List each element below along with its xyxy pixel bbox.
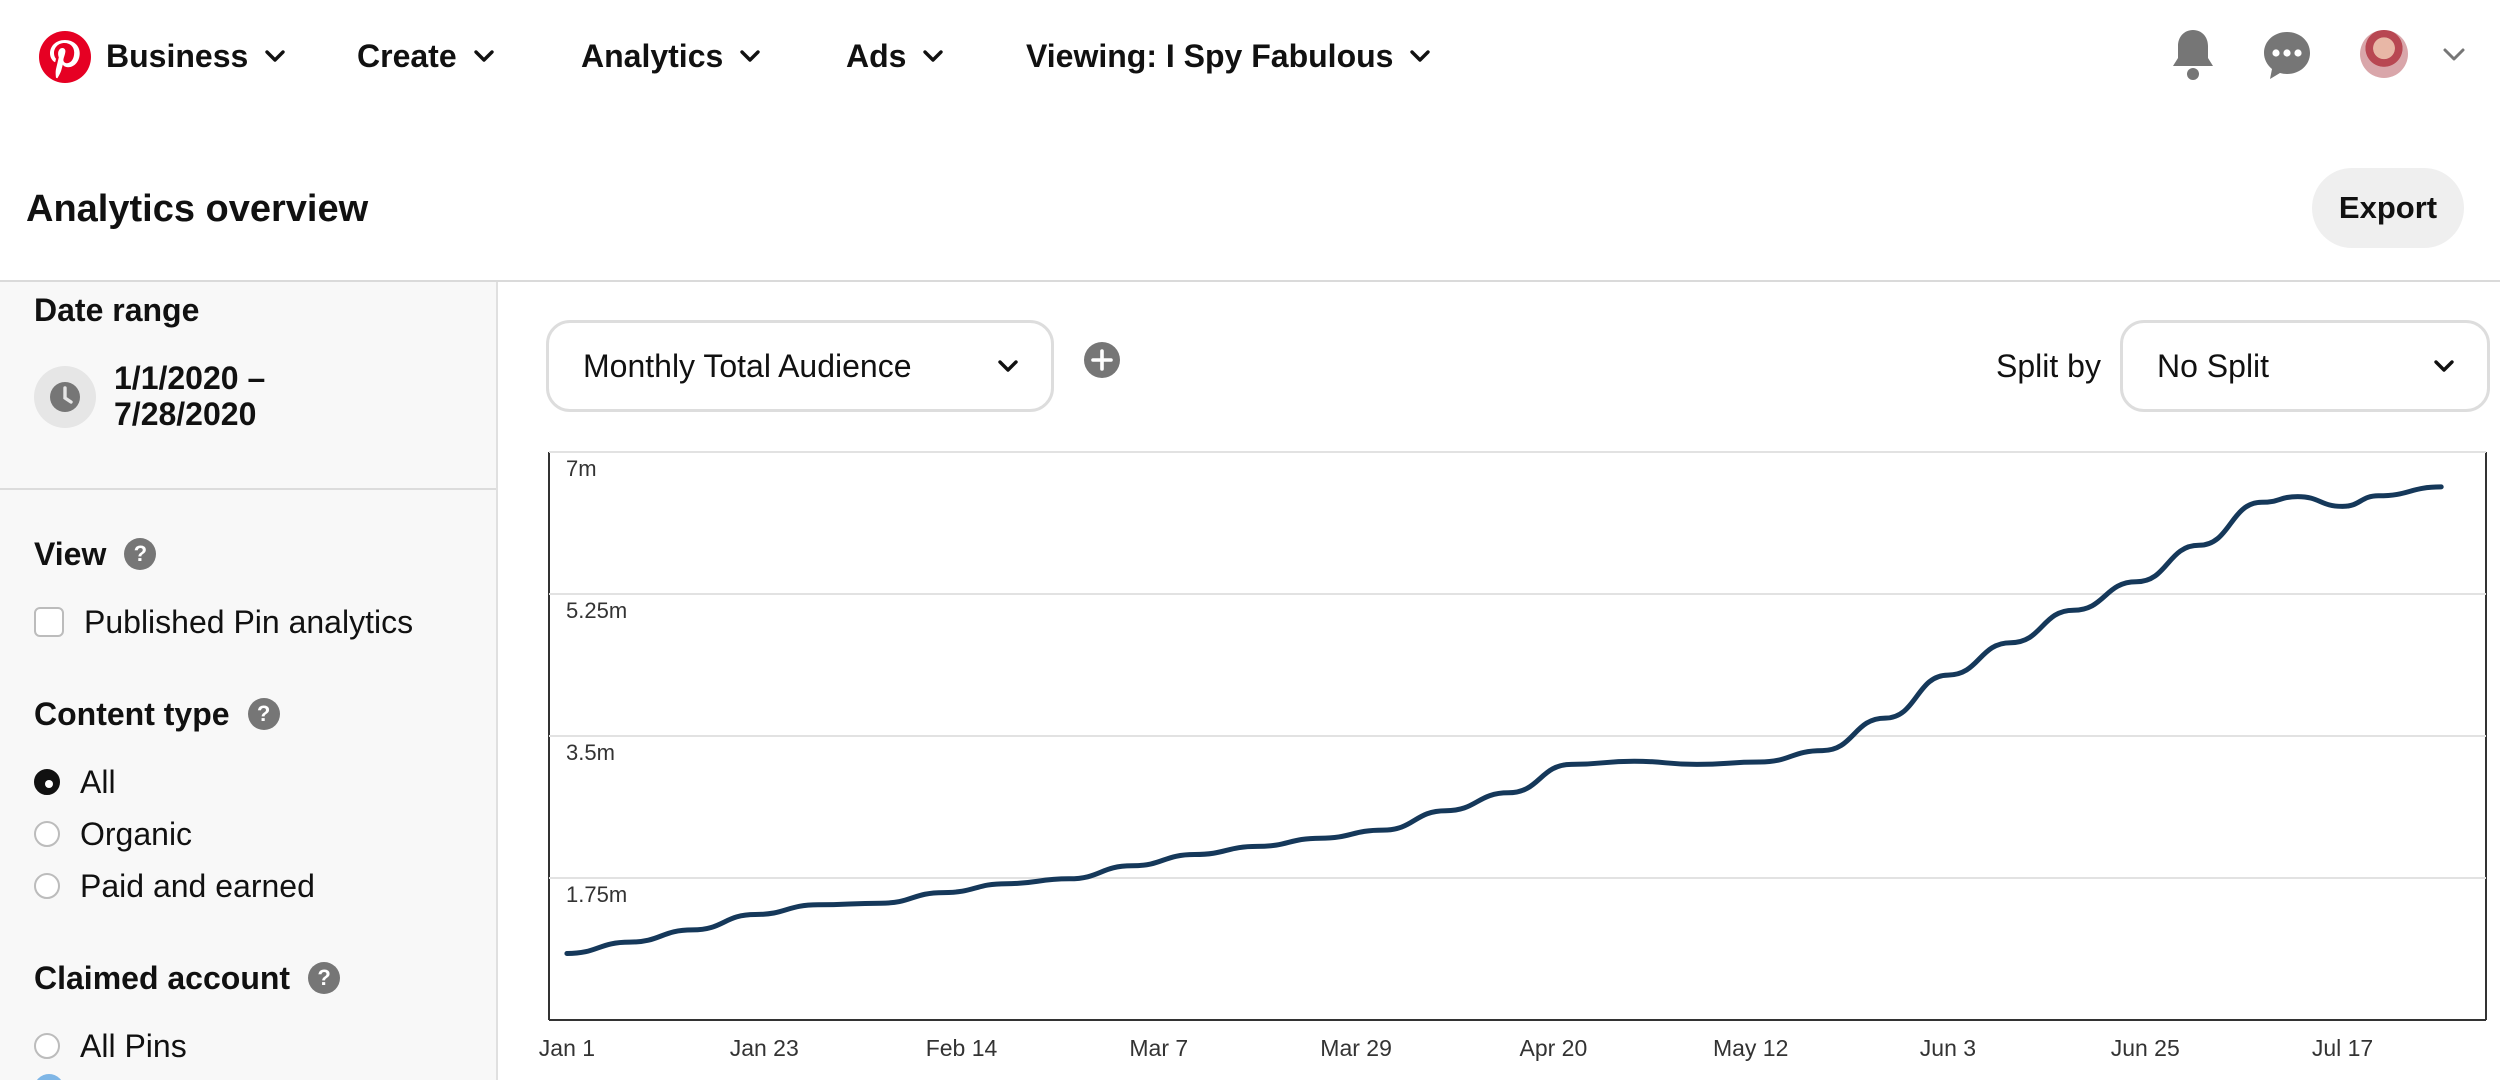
date-range-value[interactable]: 1/1/2020 – 7/28/2020 bbox=[114, 360, 265, 432]
checkbox-label: Published Pin analytics bbox=[84, 603, 414, 640]
y-tick-label: 1.75m bbox=[566, 882, 627, 907]
chevron-down-icon bbox=[473, 50, 494, 62]
nav-analytics-label: Analytics bbox=[581, 37, 724, 74]
nav-business-label: Business bbox=[106, 37, 249, 74]
published-pin-analytics-checkbox[interactable]: Published Pin analytics bbox=[34, 602, 413, 642]
chevron-down-icon bbox=[740, 50, 760, 62]
nav-ads-label: Ads bbox=[846, 37, 907, 74]
y-tick-label: 7m bbox=[566, 456, 597, 481]
plus-icon bbox=[1091, 349, 1113, 371]
add-metric-button[interactable] bbox=[1084, 342, 1120, 378]
radio-label: Paid and earned bbox=[80, 867, 315, 904]
checkbox-icon bbox=[34, 607, 64, 637]
claimed-account-all-pins-radio[interactable]: All Pins bbox=[34, 1026, 187, 1066]
nav-create-label: Create bbox=[357, 37, 457, 74]
radio-partial[interactable] bbox=[34, 1074, 64, 1080]
nav-viewing-label: Viewing: I Spy Fabulous bbox=[1026, 37, 1394, 74]
content-type-label: Content type? bbox=[34, 696, 280, 733]
x-tick-label: May 12 bbox=[1713, 1035, 1788, 1061]
metric-select-value: Monthly Total Audience bbox=[583, 347, 912, 384]
radio-icon bbox=[34, 1033, 60, 1059]
clock-icon bbox=[50, 382, 80, 412]
content-type-organic-radio[interactable]: Organic bbox=[34, 814, 192, 854]
x-tick-label: Feb 14 bbox=[926, 1035, 998, 1061]
content-type-label-text: Content type bbox=[34, 696, 230, 732]
chevron-down-icon bbox=[923, 50, 944, 62]
top-nav: Business Create Analytics Ads Viewing: I… bbox=[0, 0, 2500, 112]
date-range-end: 7/28/2020 bbox=[114, 396, 257, 432]
radio-selected-icon bbox=[34, 769, 60, 795]
nav-ads[interactable]: Ads bbox=[846, 32, 946, 80]
radio-icon bbox=[34, 873, 60, 899]
nav-viewing-account[interactable]: Viewing: I Spy Fabulous bbox=[1026, 32, 1433, 80]
date-range-button[interactable] bbox=[34, 366, 96, 428]
date-range-start: 1/1/2020 – bbox=[114, 360, 266, 396]
chevron-down-icon bbox=[265, 50, 285, 62]
nav-business[interactable]: Business bbox=[106, 32, 288, 80]
help-icon[interactable]: ? bbox=[247, 697, 280, 730]
date-range-label: Date range bbox=[34, 292, 200, 328]
radio-icon bbox=[34, 821, 60, 847]
x-tick-label: Jun 25 bbox=[2111, 1035, 2180, 1061]
sidebar-divider bbox=[0, 488, 496, 490]
radio-label: All Pins bbox=[80, 1027, 187, 1064]
view-label-text: View bbox=[34, 536, 107, 572]
chevron-down-icon bbox=[2434, 360, 2454, 372]
nav-analytics[interactable]: Analytics bbox=[581, 32, 763, 80]
x-tick-label: Jan 1 bbox=[539, 1035, 595, 1061]
bell-icon[interactable] bbox=[2170, 26, 2216, 82]
radio-label: Organic bbox=[80, 815, 193, 852]
claimed-account-label: Claimed account? bbox=[34, 960, 341, 997]
chevron-down-icon bbox=[1410, 50, 1431, 62]
x-tick-label: Jul 17 bbox=[2312, 1035, 2373, 1061]
avatar[interactable] bbox=[2360, 30, 2408, 78]
x-tick-label: Apr 20 bbox=[1519, 1035, 1587, 1061]
content-type-paid-radio[interactable]: Paid and earned bbox=[34, 866, 315, 906]
chevron-down-icon bbox=[998, 360, 1018, 372]
help-icon[interactable]: ? bbox=[308, 961, 341, 994]
split-select[interactable]: No Split bbox=[2120, 320, 2490, 412]
x-tick-label: Mar 7 bbox=[1129, 1035, 1188, 1061]
pinterest-logo-icon[interactable] bbox=[38, 30, 92, 84]
content-type-all-radio[interactable]: All bbox=[34, 762, 116, 802]
split-select-value: No Split bbox=[2157, 347, 2270, 384]
chevron-down-icon[interactable] bbox=[2440, 42, 2468, 68]
series-line bbox=[564, 484, 2444, 956]
page-title: Analytics overview bbox=[26, 188, 369, 230]
filters-sidebar: Date range 1/1/2020 – 7/28/2020 View? Pu… bbox=[0, 282, 498, 1080]
export-button[interactable]: Export bbox=[2312, 168, 2464, 248]
radio-label: All bbox=[80, 763, 116, 800]
nav-create[interactable]: Create bbox=[357, 32, 497, 80]
split-by-label: Split by bbox=[1996, 348, 2101, 384]
x-tick-label: Mar 29 bbox=[1320, 1035, 1392, 1061]
y-tick-label: 3.5m bbox=[566, 740, 615, 765]
claimed-account-label-text: Claimed account bbox=[34, 960, 291, 996]
page-header: Analytics overview Export bbox=[0, 112, 2500, 282]
chat-icon[interactable] bbox=[2262, 30, 2312, 80]
view-label: View? bbox=[34, 536, 157, 573]
metric-select[interactable]: Monthly Total Audience bbox=[546, 320, 1054, 412]
x-tick-label: Jan 23 bbox=[730, 1035, 799, 1061]
x-tick-label: Jun 3 bbox=[1920, 1035, 1976, 1061]
y-tick-label: 5.25m bbox=[566, 598, 627, 623]
help-icon[interactable]: ? bbox=[124, 537, 157, 570]
